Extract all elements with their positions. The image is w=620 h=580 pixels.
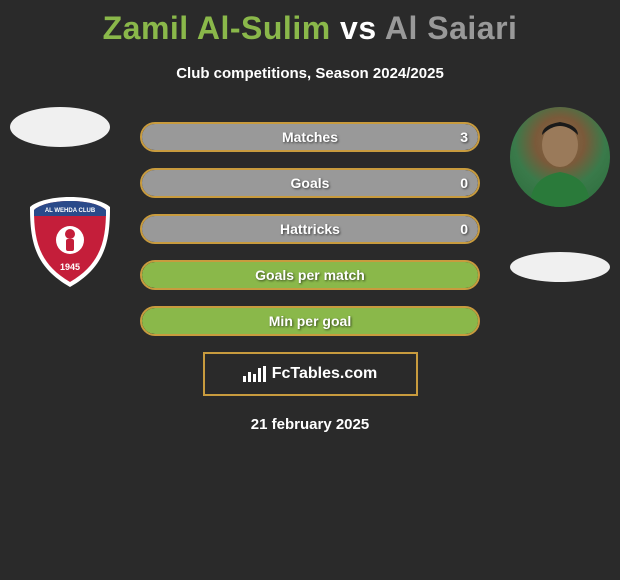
player1-avatar-placeholder: [10, 107, 110, 147]
stat-row-matches: Matches 3: [140, 122, 480, 152]
vs-text: vs: [340, 10, 377, 46]
stat-label: Matches: [142, 124, 478, 150]
stat-label: Goals per match: [142, 262, 478, 288]
stat-row-min-per-goal: Min per goal: [140, 306, 480, 336]
player2-name: Al Saiari: [385, 10, 518, 46]
stats-column: Matches 3 Goals 0 Hattricks 0 Goals per …: [140, 122, 480, 336]
chart-icon: [243, 366, 266, 382]
stat-row-hattricks: Hattricks 0: [140, 214, 480, 244]
player2-club-badge-placeholder: [510, 252, 610, 282]
stat-label: Min per goal: [142, 308, 478, 334]
brand-box: FcTables.com: [203, 352, 418, 396]
stat-right-value: 3: [460, 124, 468, 150]
comparison-title: Zamil Al-Sulim vs Al Saiari: [0, 0, 620, 47]
stat-label: Hattricks: [142, 216, 478, 242]
content-area: AL WEHDA CLUB 1945 Matches 3 Goals 0: [0, 122, 620, 433]
badge-year: 1945: [60, 262, 80, 272]
date: 21 february 2025: [0, 416, 620, 433]
brand-text: FcTables.com: [272, 365, 378, 383]
stat-row-goals-per-match: Goals per match: [140, 260, 480, 290]
player1-club-badge: AL WEHDA CLUB 1945: [20, 192, 120, 292]
subtitle: Club competitions, Season 2024/2025: [0, 65, 620, 82]
shield-icon: AL WEHDA CLUB 1945: [20, 192, 120, 292]
stat-row-goals: Goals 0: [140, 168, 480, 198]
stat-label: Goals: [142, 170, 478, 196]
stat-right-value: 0: [460, 170, 468, 196]
player1-name: Zamil Al-Sulim: [103, 10, 331, 46]
badge-top-text: AL WEHDA CLUB: [45, 208, 96, 214]
player2-avatar: [510, 107, 610, 207]
stat-right-value: 0: [460, 216, 468, 242]
